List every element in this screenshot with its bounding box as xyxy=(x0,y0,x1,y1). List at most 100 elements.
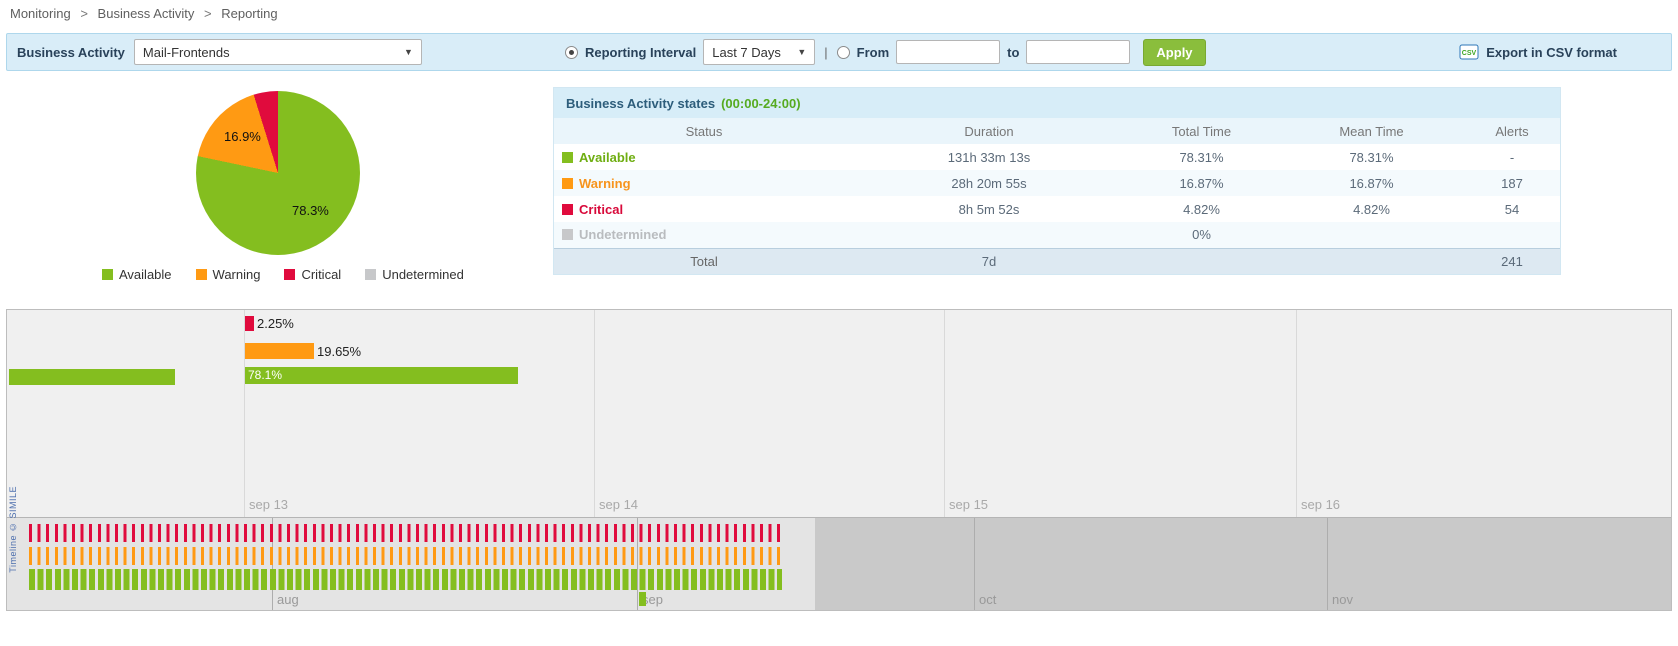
chevron-down-icon: ▼ xyxy=(404,47,413,57)
legend-label: Warning xyxy=(213,267,261,282)
total-alerts-cell: 241 xyxy=(1464,248,1560,274)
breadcrumb-business-activity[interactable]: Business Activity xyxy=(98,6,195,21)
date-label: sep 14 xyxy=(599,497,638,512)
warning-bar-row: 19.65% xyxy=(245,343,361,359)
pie-legend: Available Warning Critical Undetermined xyxy=(102,267,464,282)
timeline-upper-band[interactable]: sep 13 sep 14 sep 15 sep 16 2.25% 19.65%… xyxy=(7,310,1671,517)
status-cell: Critical xyxy=(554,196,854,222)
custom-range-radio[interactable] xyxy=(837,46,850,59)
content-area: 16.9% 78.3% Available Warning Critical xyxy=(6,87,1672,295)
available-event-ticks xyxy=(29,569,782,590)
legend-item-warning: Warning xyxy=(196,267,261,282)
states-panel: Business Activity states (00:00-24:00) S… xyxy=(553,87,1561,275)
critical-swatch-icon xyxy=(284,269,295,280)
undetermined-swatch-icon xyxy=(562,229,573,240)
total-time-cell: 78.31% xyxy=(1124,144,1279,170)
month-label: nov xyxy=(1332,592,1353,607)
panel-title-interval: (00:00-24:00) xyxy=(721,96,801,111)
states-table: Status Duration Total Time Mean Time Ale… xyxy=(554,118,1560,274)
apply-button[interactable]: Apply xyxy=(1143,39,1205,66)
date-label: sep 15 xyxy=(949,497,988,512)
critical-bar xyxy=(245,316,254,331)
reporting-page: Monitoring > Business Activity > Reporti… xyxy=(0,0,1678,646)
business-activity-select[interactable]: Mail-Frontends ▼ xyxy=(134,39,422,65)
breadcrumb: Monitoring > Business Activity > Reporti… xyxy=(0,0,1678,25)
legend-item-undetermined: Undetermined xyxy=(365,267,464,282)
warning-swatch-icon xyxy=(562,178,573,189)
table-row-critical: Critical 8h 5m 52s 4.82% 4.82% 54 xyxy=(554,196,1560,222)
available-bar-label: 78.1% xyxy=(248,368,282,382)
date-label: sep 13 xyxy=(249,497,288,512)
status-label: Available xyxy=(579,150,636,165)
warning-swatch-icon xyxy=(196,269,207,280)
reporting-interval-radio[interactable] xyxy=(565,46,578,59)
table-row-warning: Warning 28h 20m 55s 16.87% 16.87% 187 xyxy=(554,170,1560,196)
available-bar: 78.1% xyxy=(245,367,518,384)
day-gridline xyxy=(1296,310,1297,517)
from-date-input[interactable] xyxy=(896,40,1000,64)
critical-swatch-icon xyxy=(562,204,573,215)
month-label: aug xyxy=(277,592,299,607)
duration-cell: 28h 20m 55s xyxy=(854,170,1124,196)
reporting-interval-select[interactable]: Last 7 Days ▼ xyxy=(703,39,815,65)
status-cell: Warning xyxy=(554,170,854,196)
reporting-interval-label: Reporting Interval xyxy=(585,45,696,60)
available-bar-partial xyxy=(9,369,175,385)
timeline-credit: Timeline © SIMILE xyxy=(8,486,18,573)
business-activity-selected-value: Mail-Frontends xyxy=(143,45,230,60)
total-time-cell: 16.87% xyxy=(1124,170,1279,196)
mean-time-cell: 4.82% xyxy=(1279,196,1464,222)
available-bar-row: 78.1% xyxy=(245,367,518,384)
pie-chart: 16.9% 78.3% xyxy=(196,91,360,255)
table-row-total: Total 7d 241 xyxy=(554,248,1560,274)
col-total-time: Total Time xyxy=(1124,118,1279,144)
breadcrumb-monitoring[interactable]: Monitoring xyxy=(10,6,71,21)
timeline-overview-band[interactable]: aug sep oct nov xyxy=(7,517,1671,610)
day-gridline xyxy=(594,310,595,517)
month-label: oct xyxy=(979,592,996,607)
export-csv-link[interactable]: CSV Export in CSV format xyxy=(1459,44,1661,60)
breadcrumb-separator: > xyxy=(80,6,88,21)
mean-time-cell: 78.31% xyxy=(1279,144,1464,170)
svg-text:CSV: CSV xyxy=(1462,50,1477,57)
chevron-down-icon: ▼ xyxy=(797,47,806,57)
critical-bar-label: 2.25% xyxy=(257,316,294,331)
alerts-cell: - xyxy=(1464,144,1560,170)
duration-cell xyxy=(854,222,1124,248)
status-label: Critical xyxy=(579,202,623,217)
table-header-row: Status Duration Total Time Mean Time Ale… xyxy=(554,118,1560,144)
alerts-cell: 187 xyxy=(1464,170,1560,196)
timeline: sep 13 sep 14 sep 15 sep 16 2.25% 19.65%… xyxy=(6,309,1672,611)
legend-label: Critical xyxy=(301,267,341,282)
total-time-cell: 0% xyxy=(1124,222,1279,248)
status-label: Undetermined xyxy=(579,227,666,242)
total-duration-cell: 7d xyxy=(854,248,1124,274)
to-date-input[interactable] xyxy=(1026,40,1130,64)
table-row-available: Available 131h 33m 13s 78.31% 78.31% - xyxy=(554,144,1560,170)
mean-time-cell: 16.87% xyxy=(1279,170,1464,196)
stray-available-tick xyxy=(639,592,646,606)
day-gridline xyxy=(244,310,245,517)
table-row-undetermined: Undetermined 0% xyxy=(554,222,1560,248)
alerts-cell xyxy=(1464,222,1560,248)
interval-group: Reporting Interval Last 7 Days ▼ | From … xyxy=(565,39,1206,66)
breadcrumb-reporting[interactable]: Reporting xyxy=(221,6,277,21)
critical-event-ticks xyxy=(29,524,782,542)
duration-cell: 8h 5m 52s xyxy=(854,196,1124,222)
critical-bar-row: 2.25% xyxy=(245,316,294,331)
warning-bar-label: 19.65% xyxy=(317,344,361,359)
mean-time-cell xyxy=(1279,222,1464,248)
undetermined-swatch-icon xyxy=(365,269,376,280)
legend-item-critical: Critical xyxy=(284,267,341,282)
to-label: to xyxy=(1007,45,1019,60)
day-gridline xyxy=(944,310,945,517)
pie-warning-label: 16.9% xyxy=(224,129,261,144)
date-label: sep 16 xyxy=(1301,497,1340,512)
warning-bar xyxy=(245,343,314,359)
total-label-cell: Total xyxy=(554,248,854,274)
pie-panel: 16.9% 78.3% Available Warning Critical xyxy=(6,87,553,295)
alerts-cell: 54 xyxy=(1464,196,1560,222)
legend-item-available: Available xyxy=(102,267,172,282)
filter-toolbar: Business Activity Mail-Frontends ▼ Repor… xyxy=(6,33,1672,71)
reporting-interval-selected-value: Last 7 Days xyxy=(712,45,781,60)
